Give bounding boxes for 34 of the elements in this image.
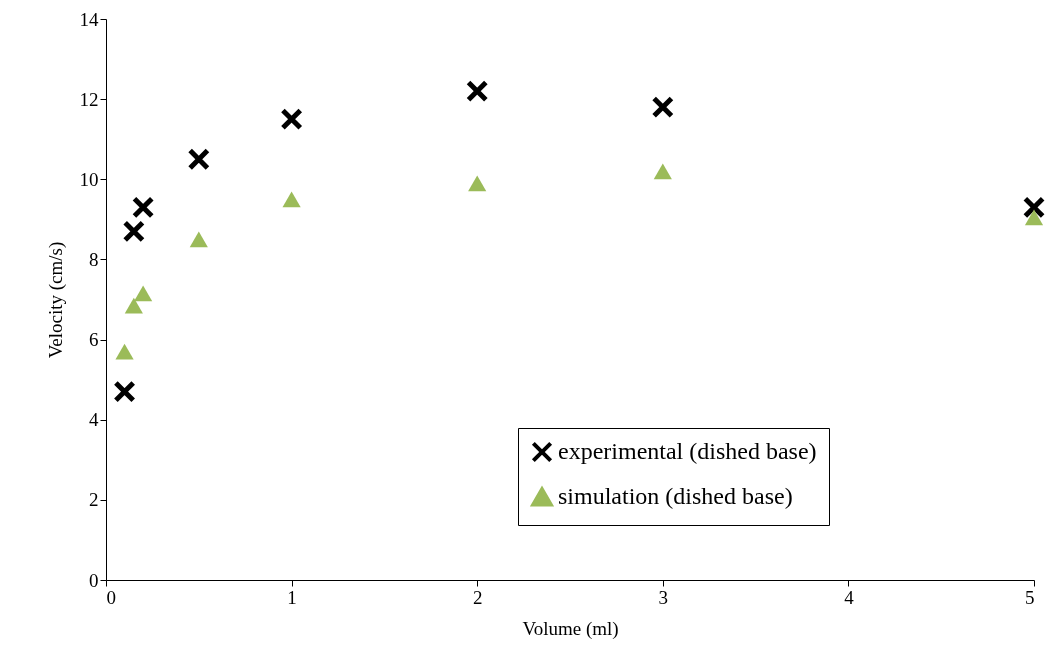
y-tick-label: 2 <box>89 489 99 511</box>
legend-label: experimental (dished base) <box>558 438 817 464</box>
point <box>115 343 134 360</box>
point <box>653 163 672 180</box>
point <box>187 148 210 171</box>
point <box>1024 209 1044 226</box>
y-tick-label: 10 <box>79 168 99 190</box>
point <box>280 108 303 131</box>
point <box>124 297 143 314</box>
point <box>131 196 155 219</box>
x-tick-label: 5 <box>1025 586 1035 608</box>
x-tick-label: 3 <box>658 586 669 608</box>
y-tick-label: 4 <box>89 409 99 431</box>
point <box>134 285 153 302</box>
x-axis-title: Volume (ml) <box>522 617 619 640</box>
y-tick-label: 0 <box>89 569 99 591</box>
point <box>651 96 674 119</box>
y-tick-label: 14 <box>79 8 99 30</box>
x-tick-label: 4 <box>844 586 855 608</box>
point <box>466 79 489 103</box>
point <box>189 231 208 248</box>
x-tick-label: 2 <box>472 586 483 608</box>
y-tick-label: 8 <box>89 248 99 270</box>
point <box>282 191 301 208</box>
x-tick-label: 0 <box>106 586 116 608</box>
point <box>468 175 487 192</box>
y-tick-label: 12 <box>79 88 99 110</box>
point <box>1022 196 1046 219</box>
y-axis-title: Velocity (cm/s) <box>44 241 67 359</box>
legend-label: simulation (dished base) <box>558 483 793 509</box>
point <box>113 380 136 403</box>
point <box>122 220 145 243</box>
x-tick-label: 1 <box>287 586 297 608</box>
y-tick-label: 6 <box>89 329 99 351</box>
